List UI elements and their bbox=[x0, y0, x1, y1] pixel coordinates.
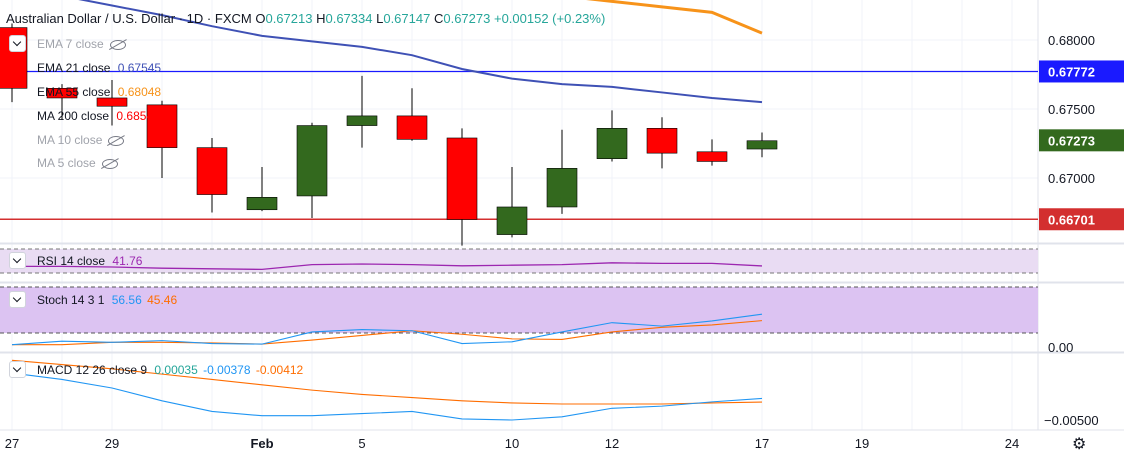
macd-signal-value: -0.00412 bbox=[255, 363, 304, 377]
rsi-value: 41.76 bbox=[112, 254, 143, 268]
time-tick-label: Feb bbox=[250, 436, 273, 451]
legend-collapse-button[interactable] bbox=[9, 35, 26, 52]
time-tick-label: 5 bbox=[358, 436, 365, 451]
macd-hist-value: 0.00035 bbox=[154, 363, 198, 377]
ohlc-low-value: 0.67147 bbox=[383, 11, 431, 26]
candle-body bbox=[646, 128, 678, 154]
stoch-tick-label: 0.00 bbox=[1048, 340, 1073, 355]
eye-off-icon[interactable] bbox=[101, 158, 118, 169]
legend-ma10[interactable]: MA 10 close bbox=[37, 133, 125, 147]
candle-body bbox=[246, 197, 278, 211]
candle-body bbox=[196, 147, 228, 195]
price-label-red: 0.66701 bbox=[1048, 212, 1095, 227]
price-change: +0.00152 (+0.23%) bbox=[493, 11, 606, 26]
legend-ema7[interactable]: EMA 7 close bbox=[37, 37, 126, 51]
eye-off-icon[interactable] bbox=[108, 135, 125, 146]
time-tick-label: 17 bbox=[755, 436, 769, 451]
stoch-k-value: 56.56 bbox=[111, 293, 142, 307]
exchange-label: FXCM bbox=[214, 11, 252, 26]
stoch-band bbox=[0, 287, 1038, 333]
ohlc-low-label: L bbox=[376, 11, 384, 26]
ema21-line bbox=[78, 0, 763, 104]
time-tick-label: 24 bbox=[1005, 436, 1019, 451]
legend-ema55[interactable]: EMA 55 close 0.68048 bbox=[37, 85, 162, 99]
eye-off-icon[interactable] bbox=[109, 39, 126, 50]
candle-body bbox=[96, 97, 128, 107]
rsi-collapse-button[interactable] bbox=[9, 252, 26, 269]
candle-body bbox=[146, 104, 178, 148]
price-label-last: 0.67273 bbox=[1048, 133, 1095, 148]
time-tick-label: 12 bbox=[605, 436, 619, 451]
legend-macd[interactable]: MACD 12 26 close 9 0.00035 -0.00378 -0.0… bbox=[37, 363, 304, 377]
price-tick-label: 0.67000 bbox=[1048, 171, 1095, 186]
ema55-line bbox=[586, 0, 763, 35]
macd-line bbox=[11, 372, 763, 421]
ohlc-close-value: 0.67273 bbox=[443, 11, 491, 26]
legend-ma5[interactable]: MA 5 close bbox=[37, 156, 118, 170]
stoch-collapse-button[interactable] bbox=[9, 291, 26, 308]
macd-line-value: -0.00378 bbox=[203, 363, 251, 377]
time-tick-label: 10 bbox=[505, 436, 519, 451]
ma200-value: 0.68543 bbox=[116, 109, 160, 123]
candle-body bbox=[446, 137, 478, 220]
symbol-name: Australian Dollar / U.S. Dollar bbox=[6, 11, 176, 26]
ema21-value: 0.67545 bbox=[117, 61, 162, 75]
ohlc-open-label: O bbox=[255, 11, 266, 26]
macd-collapse-button[interactable] bbox=[9, 361, 26, 378]
price-label-last-bg bbox=[1039, 129, 1124, 152]
price-tick-label: 0.68000 bbox=[1048, 33, 1095, 48]
candle-body bbox=[396, 115, 428, 140]
candle-body bbox=[546, 168, 578, 208]
ema55-value: 0.68048 bbox=[117, 85, 162, 99]
legend-ma200[interactable]: MA 200 close 0.68543 bbox=[37, 109, 160, 123]
ohlc-open-value: 0.67213 bbox=[265, 11, 313, 26]
legend-rsi[interactable]: RSI 14 close 41.76 bbox=[37, 254, 143, 268]
candle-body bbox=[46, 88, 78, 99]
ohlc-high-label: H bbox=[316, 11, 326, 26]
macd-tick-label: −0.00500 bbox=[1044, 413, 1099, 428]
time-tick-label: 27 bbox=[5, 436, 19, 451]
candle-body bbox=[296, 125, 328, 197]
stoch-d-value: 45.46 bbox=[147, 293, 178, 307]
interval-label[interactable]: 1D bbox=[186, 11, 204, 26]
rsi-line bbox=[12, 262, 763, 271]
legend-stoch[interactable]: Stoch 14 3 1 56.56 45.46 bbox=[37, 293, 178, 307]
macd-signal-line bbox=[11, 359, 763, 405]
price-label-blue-bg bbox=[1039, 60, 1124, 83]
time-tick-label: 19 bbox=[855, 436, 869, 451]
rsi-band bbox=[0, 249, 1038, 273]
price-label-blue: 0.67772 bbox=[1048, 64, 1095, 79]
gear-icon[interactable]: ⚙ bbox=[1072, 436, 1087, 453]
price-tick-label: 0.67500 bbox=[1048, 102, 1095, 117]
ohlc-close-label: C bbox=[433, 11, 444, 26]
time-tick-label: 29 bbox=[105, 436, 119, 451]
candle-body bbox=[346, 115, 378, 126]
candle-body bbox=[696, 151, 728, 162]
price-label-red-bg bbox=[1039, 208, 1124, 231]
candle-body bbox=[596, 128, 628, 159]
legend-ema21[interactable]: EMA 21 close 0.67545 bbox=[37, 61, 162, 75]
candle-body bbox=[496, 206, 528, 235]
candle-body bbox=[746, 140, 778, 150]
symbol-header: Australian Dollar / U.S. Dollar · 1D · F… bbox=[6, 11, 606, 26]
stoch-k-line bbox=[11, 313, 763, 346]
stoch-d-line bbox=[12, 320, 763, 346]
ohlc-high-value: 0.67334 bbox=[325, 11, 373, 26]
